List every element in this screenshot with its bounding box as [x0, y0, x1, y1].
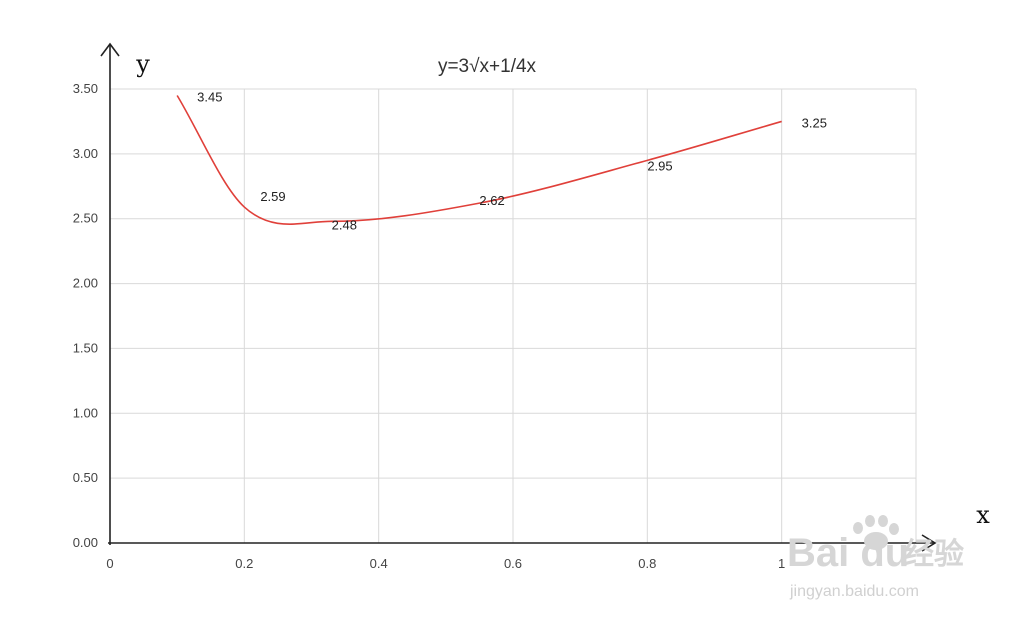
watermark-url: jingyan.baidu.com: [789, 583, 919, 600]
x-tick-label: 0.6: [504, 556, 522, 571]
x-tick-label: 0.2: [235, 556, 253, 571]
axes: [100, 42, 937, 552]
tick-labels: 0.00 0.50 1.00 1.50 2.00 2.50 3.00 3.50 0 0.2 0.4 0…: [73, 81, 786, 571]
data-labels: 3.45 2.59 2.48 2.62 2.95 3.25: [197, 89, 827, 232]
y-tick-label: 2.00: [73, 276, 98, 291]
paw-logo-icon: [853, 515, 899, 550]
data-label: 2.59: [260, 189, 285, 204]
y-axis-label: y: [135, 50, 150, 78]
y-tick-label: 0.00: [73, 535, 98, 550]
grid-lines: [110, 88, 917, 544]
series-line: [176, 95, 782, 225]
y-tick-label: 3.50: [73, 81, 98, 96]
x-axis-arrow-icon: [921, 534, 937, 552]
series-lines: [176, 95, 782, 225]
data-label: 2.95: [647, 158, 672, 173]
x-tick-label: 0.8: [638, 556, 656, 571]
x-axis-label: x: [976, 501, 990, 529]
data-label: 3.45: [197, 89, 222, 104]
y-tick-label: 1.00: [73, 405, 98, 420]
y-tick-label: 2.50: [73, 211, 98, 226]
y-tick-label: 0.50: [73, 470, 98, 485]
watermark-brand-cn: 经验: [904, 537, 964, 572]
x-tick-label: 1: [778, 556, 785, 571]
chart-title: y=3√x+1/4x: [438, 56, 537, 77]
x-tick-label: 0: [106, 556, 113, 571]
data-label: 2.62: [479, 193, 504, 208]
y-axis-arrow-icon: [100, 42, 120, 57]
y-tick-label: 3.00: [73, 146, 98, 161]
x-tick-label: 0.4: [370, 556, 388, 571]
y-tick-label: 1.50: [73, 340, 98, 355]
watermark-brand: Bai du: [787, 531, 909, 575]
data-label: 2.48: [332, 217, 357, 232]
baidu-watermark: Bai du 经验 jingyan.baidu.com: [787, 515, 964, 600]
data-label: 3.25: [802, 115, 827, 130]
